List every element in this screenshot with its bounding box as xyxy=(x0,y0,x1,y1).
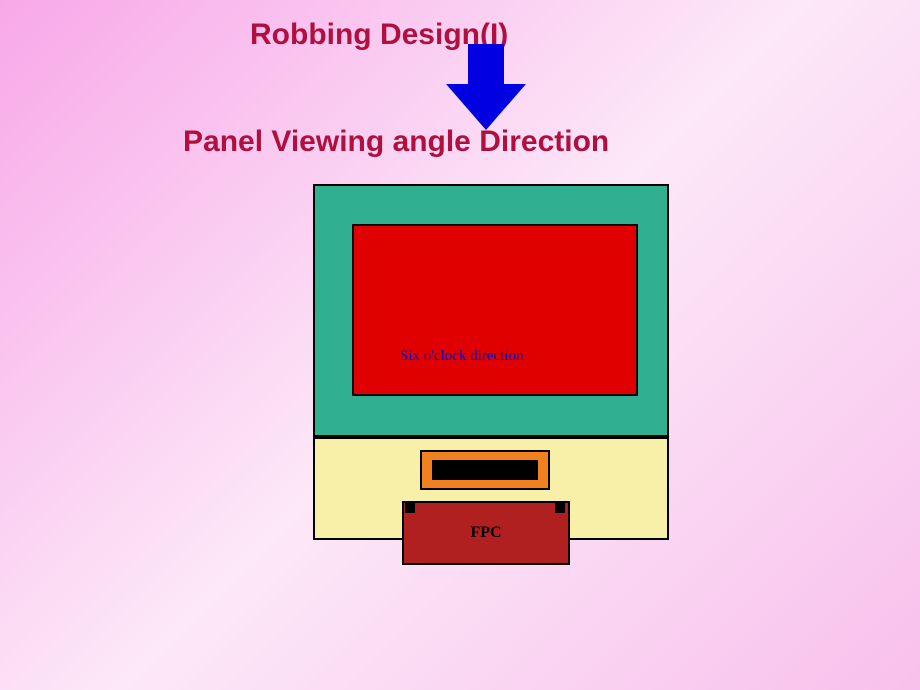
connector-slot xyxy=(432,460,538,480)
panel-outer-frame xyxy=(313,184,669,437)
panel-display-area xyxy=(352,224,638,396)
direction-label: Six o'clock direction xyxy=(400,348,524,365)
fpc-label: FPC xyxy=(470,524,501,542)
fpc-marker-right xyxy=(555,503,565,513)
fpc-marker-left xyxy=(405,503,415,513)
direction-arrow-icon xyxy=(446,44,526,130)
sub-title: Panel Viewing angle Direction xyxy=(183,125,609,159)
fpc-connector: FPC xyxy=(402,501,570,565)
arrow-head xyxy=(446,84,526,130)
